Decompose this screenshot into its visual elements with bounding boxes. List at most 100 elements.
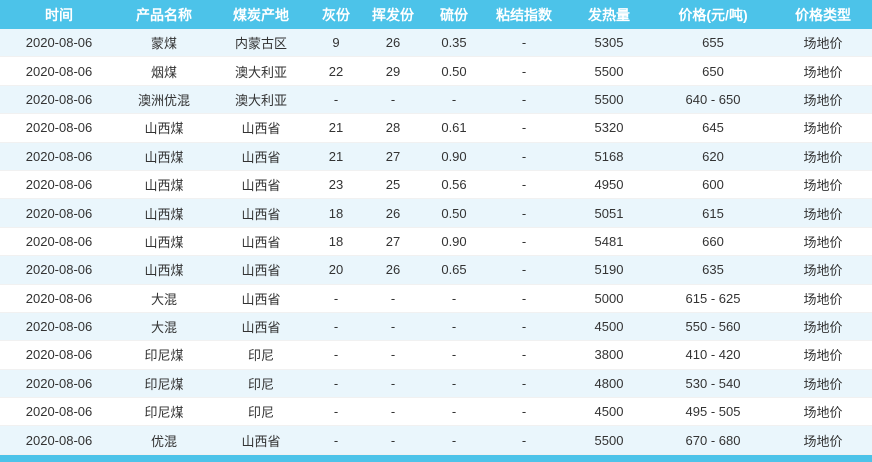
cell-caking-index: - xyxy=(482,369,566,399)
cell-price: 655 xyxy=(652,29,774,58)
cell-sulfur: - xyxy=(426,425,482,455)
column-header-volatile: 挥发份 xyxy=(360,0,426,29)
column-header-price-type: 价格类型 xyxy=(774,0,872,29)
cell-sulfur: 0.90 xyxy=(426,227,482,257)
cell-product-name: 烟煤 xyxy=(118,56,210,86)
cell-ash: - xyxy=(312,85,360,115)
cell-ash: 21 xyxy=(312,142,360,171)
cell-price-type: 场地价 xyxy=(774,198,872,228)
cell-origin: 印尼 xyxy=(210,397,312,427)
cell-caking-index: - xyxy=(482,312,566,342)
cell-volatile: 27 xyxy=(360,227,426,257)
cell-volatile: 29 xyxy=(360,56,426,86)
cell-caking-index: - xyxy=(482,425,566,455)
cell-volatile: 26 xyxy=(360,29,426,58)
cell-price-type: 场地价 xyxy=(774,255,872,285)
cell-sulfur: 0.56 xyxy=(426,170,482,200)
cell-price-type: 场地价 xyxy=(774,284,872,313)
cell-caking-index: - xyxy=(482,397,566,427)
cell-calorific-value: 5305 xyxy=(566,29,652,58)
column-header-ash: 灰份 xyxy=(312,0,360,29)
cell-time: 2020-08-06 xyxy=(0,425,118,455)
column-header-calorific-value: 发热量 xyxy=(566,0,652,29)
cell-sulfur: 0.35 xyxy=(426,29,482,58)
cell-ash: - xyxy=(312,425,360,455)
cell-product-name: 山西煤 xyxy=(118,170,210,200)
cell-time: 2020-08-06 xyxy=(0,113,118,143)
cell-calorific-value: 5320 xyxy=(566,113,652,143)
cell-calorific-value: 4950 xyxy=(566,170,652,200)
cell-caking-index: - xyxy=(482,227,566,257)
table-row: 2020-08-06 烟煤 澳大利亚 22 29 0.50-5500 650 场地价 xyxy=(0,56,872,86)
cell-product-name: 山西煤 xyxy=(118,198,210,228)
cell-price: 650 xyxy=(652,56,774,86)
cell-origin: 澳大利亚 xyxy=(210,56,312,86)
table-row: 2020-08-06 山西煤 山西省 20 26 0.65-5190 635 场地价 xyxy=(0,255,872,285)
cell-caking-index: - xyxy=(482,85,566,115)
cell-volatile: 25 xyxy=(360,170,426,200)
cell-product-name: 大混 xyxy=(118,284,210,313)
cell-calorific-value: 5500 xyxy=(566,85,652,115)
cell-calorific-value: 3800 xyxy=(566,340,652,370)
cell-volatile: 26 xyxy=(360,198,426,228)
cell-price-type: 场地价 xyxy=(774,340,872,370)
cell-volatile: 26 xyxy=(360,255,426,285)
cell-product-name: 山西煤 xyxy=(118,142,210,171)
cell-sulfur: - xyxy=(426,397,482,427)
cell-price: 620 xyxy=(652,142,774,171)
cell-product-name: 山西煤 xyxy=(118,113,210,143)
table-row: 2020-08-06 山西煤 山西省 18 26 0.50-5051 615 场地价 xyxy=(0,198,872,228)
cell-price-type: 场地价 xyxy=(774,369,872,399)
cell-time: 2020-08-06 xyxy=(0,340,118,370)
cell-price: 615 xyxy=(652,198,774,228)
table-row: 2020-08-06 蒙煤 内蒙古区 9 26 0.35-5305 655 场地价 xyxy=(0,29,872,58)
cell-caking-index: - xyxy=(482,56,566,86)
cell-caking-index: - xyxy=(482,198,566,228)
cell-time: 2020-08-06 xyxy=(0,170,118,200)
cell-volatile: - xyxy=(360,312,426,342)
cell-volatile: - xyxy=(360,397,426,427)
cell-price: 550 - 560 xyxy=(652,312,774,342)
column-header-caking-index: 粘结指数 xyxy=(482,0,566,29)
cell-calorific-value: 5500 xyxy=(566,425,652,455)
cell-time: 2020-08-06 xyxy=(0,142,118,171)
cell-caking-index: - xyxy=(482,340,566,370)
cell-price: 615 - 625 xyxy=(652,284,774,313)
cell-volatile: - xyxy=(360,425,426,455)
cell-ash: 18 xyxy=(312,227,360,257)
cell-price-type: 场地价 xyxy=(774,85,872,115)
cell-origin: 山西省 xyxy=(210,170,312,200)
cell-price-type: 场地价 xyxy=(774,29,872,58)
cell-product-name: 山西煤 xyxy=(118,255,210,285)
cell-volatile: - xyxy=(360,85,426,115)
column-header-origin: 煤炭产地 xyxy=(210,0,312,29)
cell-origin: 内蒙古区 xyxy=(210,29,312,58)
cell-calorific-value: 5481 xyxy=(566,227,652,257)
cell-calorific-value: 5500 xyxy=(566,56,652,86)
cell-calorific-value: 5000 xyxy=(566,284,652,313)
cell-origin: 山西省 xyxy=(210,425,312,455)
cell-product-name: 大混 xyxy=(118,312,210,342)
cell-time: 2020-08-06 xyxy=(0,255,118,285)
cell-sulfur: - xyxy=(426,312,482,342)
cell-calorific-value: 5190 xyxy=(566,255,652,285)
cell-price-type: 场地价 xyxy=(774,227,872,257)
table-row: 2020-08-06 优混 山西省 - - - -5500 670 - 680 场地价 xyxy=(0,425,872,455)
cell-price: 640 - 650 xyxy=(652,85,774,115)
column-header-sulfur: 硫份 xyxy=(426,0,482,29)
table-row: 2020-08-06 印尼煤 印尼 - - - -4500 495 - 505 场地价 xyxy=(0,397,872,427)
cell-price: 530 - 540 xyxy=(652,369,774,399)
cell-sulfur: 0.61 xyxy=(426,113,482,143)
table-row: 2020-08-06 山西煤 山西省 18 27 0.90-5481 660 场地价 xyxy=(0,227,872,257)
cell-origin: 山西省 xyxy=(210,113,312,143)
cell-origin: 山西省 xyxy=(210,312,312,342)
cell-product-name: 印尼煤 xyxy=(118,340,210,370)
cell-volatile: 28 xyxy=(360,113,426,143)
table-row: 2020-08-06 印尼煤 印尼 - - - -3800 410 - 420 场地价 xyxy=(0,340,872,370)
cell-price-type: 场地价 xyxy=(774,113,872,143)
cell-price: 660 xyxy=(652,227,774,257)
cell-sulfur: 0.65 xyxy=(426,255,482,285)
cell-price: 670 - 680 xyxy=(652,425,774,455)
cell-price: 495 - 505 xyxy=(652,397,774,427)
table-row: 2020-08-06 大混 山西省 - - - -4500 550 - 560 场地价 xyxy=(0,312,872,342)
